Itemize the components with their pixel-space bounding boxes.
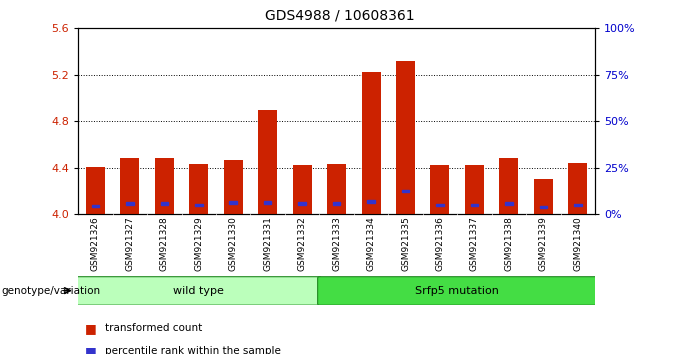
Text: transformed count: transformed count — [105, 323, 203, 333]
Text: GDS4988 / 10608361: GDS4988 / 10608361 — [265, 9, 415, 23]
Text: GSM921331: GSM921331 — [263, 216, 272, 271]
Bar — [539, 206, 547, 209]
Bar — [120, 158, 139, 214]
Text: wild type: wild type — [173, 286, 224, 296]
Text: GSM921332: GSM921332 — [298, 216, 307, 271]
Bar — [86, 166, 105, 214]
Text: genotype/variation: genotype/variation — [1, 286, 101, 296]
Bar — [436, 204, 444, 206]
Bar — [299, 202, 306, 205]
Text: GSM921339: GSM921339 — [539, 216, 548, 271]
Bar — [505, 202, 513, 205]
Bar — [362, 73, 381, 214]
Text: GSM921333: GSM921333 — [332, 216, 341, 271]
Bar — [471, 204, 478, 206]
Text: GSM921336: GSM921336 — [435, 216, 445, 271]
Bar — [195, 204, 203, 206]
Bar — [92, 205, 99, 207]
Text: GSM921340: GSM921340 — [573, 216, 582, 271]
Text: GSM921337: GSM921337 — [470, 216, 479, 271]
Bar — [568, 163, 588, 214]
Text: percentile rank within the sample: percentile rank within the sample — [105, 346, 282, 354]
Bar — [396, 61, 415, 214]
Bar — [534, 179, 553, 214]
Text: GSM921328: GSM921328 — [160, 216, 169, 271]
Bar — [430, 165, 449, 214]
Bar — [327, 164, 346, 214]
Bar — [574, 204, 581, 206]
Bar — [292, 165, 311, 214]
Text: GSM921326: GSM921326 — [91, 216, 100, 271]
Text: Srfp5 mutation: Srfp5 mutation — [415, 286, 499, 296]
Bar — [160, 202, 168, 205]
Bar — [229, 201, 237, 204]
Bar — [465, 165, 484, 214]
Bar — [258, 110, 277, 214]
Bar — [155, 158, 174, 214]
Bar — [402, 190, 409, 192]
Bar — [224, 160, 243, 214]
Text: GSM921338: GSM921338 — [505, 216, 513, 271]
Bar — [333, 202, 341, 205]
Text: GSM921334: GSM921334 — [367, 216, 375, 271]
Text: GSM921329: GSM921329 — [194, 216, 203, 271]
Bar — [499, 158, 518, 214]
Text: GSM921330: GSM921330 — [228, 216, 238, 271]
Bar — [189, 164, 208, 214]
FancyBboxPatch shape — [76, 277, 321, 305]
FancyBboxPatch shape — [318, 277, 597, 305]
Bar — [264, 201, 271, 204]
Text: GSM921335: GSM921335 — [401, 216, 410, 271]
Text: ■: ■ — [85, 322, 97, 335]
Bar — [126, 202, 134, 205]
Text: ■: ■ — [85, 345, 97, 354]
Bar — [367, 200, 375, 203]
Text: GSM921327: GSM921327 — [125, 216, 135, 271]
